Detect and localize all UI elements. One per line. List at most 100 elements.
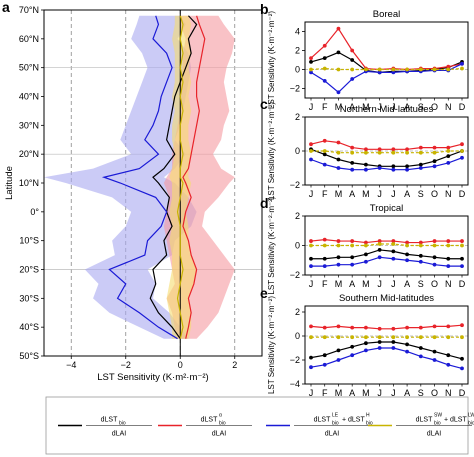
band-sw_lw <box>166 15 197 339</box>
data-point-le_h <box>322 79 327 83</box>
panel-letter-e: e <box>260 285 268 301</box>
data-point-le_h <box>377 166 382 170</box>
data-point-le_h <box>446 161 451 165</box>
panel-title: Tropical <box>370 203 403 214</box>
legend-numerator-2: dLST <box>348 417 365 424</box>
x-tick-label: A <box>404 189 410 199</box>
x-tick-label: M <box>362 189 370 199</box>
data-point-albedo <box>391 326 396 331</box>
data-point-le_h <box>432 358 437 362</box>
data-point-albedo <box>336 239 341 243</box>
data-point-total <box>350 344 355 349</box>
data-point-sw_lw <box>336 150 341 155</box>
x-tick-label: O <box>431 102 438 112</box>
y-axis-label: LST Sensitivity (K·m⁻²·m⁻²) <box>267 296 276 394</box>
data-point-le_h <box>336 358 341 362</box>
data-point-albedo <box>432 324 437 329</box>
data-point-le_h <box>364 348 368 353</box>
series-line-le_h <box>310 63 463 94</box>
y-tick-label: 0 <box>295 241 300 251</box>
series-line-total <box>310 341 463 360</box>
x-tick-label: N <box>445 189 452 199</box>
data-point-sw_lw <box>309 149 313 153</box>
data-point-le_h <box>432 262 437 267</box>
data-point-le_h <box>322 264 327 269</box>
data-point-albedo <box>432 145 437 150</box>
data-point-total <box>336 50 341 55</box>
x-tick-label: S <box>418 388 424 398</box>
x-tick-label: J <box>377 388 382 398</box>
data-point-total <box>446 154 451 159</box>
y-tick-label: 2 <box>295 307 300 317</box>
series-line-total <box>149 15 198 340</box>
x-tick-label: J <box>391 189 396 199</box>
data-point-albedo <box>460 323 464 328</box>
data-point-le_h <box>350 77 355 81</box>
legend-numerator-sup: SW <box>434 413 442 419</box>
y-tick-label: 2 <box>295 46 300 56</box>
data-point-sw_lw <box>377 150 382 155</box>
data-point-total <box>350 255 355 260</box>
x-tick-label: J <box>391 279 396 289</box>
data-point-le_h <box>336 90 341 95</box>
legend-numerator: dLST <box>101 417 118 424</box>
y-tick-label: 60°N <box>19 34 39 44</box>
data-point-sw_lw <box>391 67 396 72</box>
band-le_h <box>44 15 197 339</box>
legend-numerator: dLST <box>314 417 331 424</box>
x-axis-label: LST Sensitivity (K·m²·m⁻²) <box>97 372 208 383</box>
data-point-albedo <box>309 142 313 147</box>
panel-letter-c: c <box>260 96 268 112</box>
legend-plus: + <box>342 417 346 424</box>
y-axis-label: LST Sensitivity (K·m⁻²·m⁻²) <box>267 196 276 294</box>
y-tick-label: 10°N <box>19 178 39 188</box>
y-tick-label: 0 <box>295 146 300 156</box>
y-tick-label: 10°S <box>19 236 39 246</box>
x-tick-label: S <box>418 102 424 112</box>
panel-title: Southern Mid-latitudes <box>339 293 434 304</box>
panel-title: Northern Mid-latitudes <box>340 104 434 115</box>
data-point-sw_lw <box>405 150 409 155</box>
legend-denominator: dLAI <box>427 431 441 438</box>
data-point-sw_lw <box>391 335 396 340</box>
data-point-albedo <box>336 26 341 31</box>
data-point-albedo <box>377 147 382 152</box>
data-point-sw_lw <box>432 150 437 155</box>
y-tick-label: 40°S <box>19 322 39 332</box>
series-line-le_h <box>311 256 462 267</box>
series-line-total <box>311 249 462 260</box>
data-point-le_h <box>405 349 409 354</box>
series-line-le_h <box>101 15 178 340</box>
y-tick-label: −2 <box>290 180 300 190</box>
data-point-sw_lw <box>350 335 355 340</box>
data-point-sw_lw <box>432 335 437 340</box>
data-point-albedo <box>350 145 355 150</box>
data-point-sw_lw <box>322 66 327 71</box>
data-point-total <box>309 60 313 64</box>
y-axis-label: LST Sensitivity (K·m⁻²·m⁻²) <box>267 102 276 200</box>
panel-letter-b: b <box>260 1 269 17</box>
data-point-sw_lw <box>418 150 423 155</box>
data-point-total <box>336 348 341 353</box>
series-line-albedo <box>310 27 463 71</box>
data-point-total <box>322 152 327 157</box>
data-point-sw_lw <box>309 335 313 340</box>
data-point-albedo <box>364 240 368 245</box>
x-tick-label: F <box>322 189 328 199</box>
data-point-albedo <box>432 239 437 243</box>
data-point-sw_lw <box>405 243 409 248</box>
data-point-sw_lw <box>460 149 464 153</box>
legend-plus: + <box>444 417 448 424</box>
y-tick-label: −4 <box>290 379 300 389</box>
x-tick-label: M <box>362 102 370 112</box>
data-point-le_h <box>336 262 341 267</box>
series-line-le_h <box>310 347 463 369</box>
data-point-le_h <box>460 366 464 371</box>
data-point-albedo <box>460 239 464 243</box>
data-point-albedo <box>446 145 451 150</box>
data-point-le_h <box>364 259 368 264</box>
y-tick-label: 2 <box>295 112 300 122</box>
